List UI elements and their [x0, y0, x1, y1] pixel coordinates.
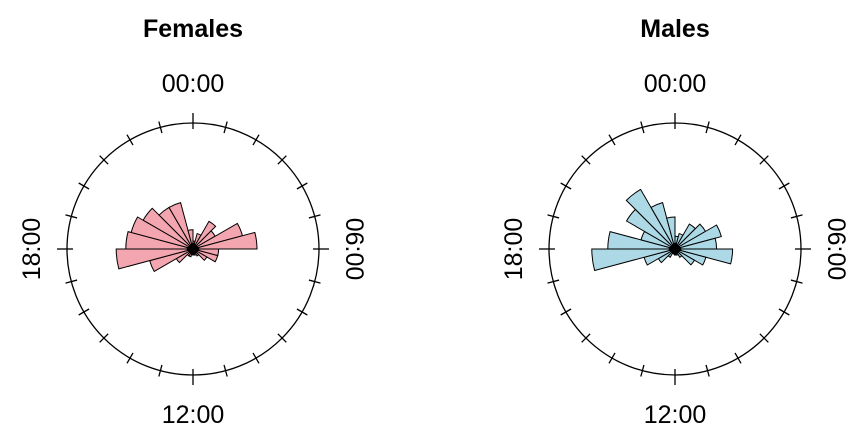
- label-18-00-females: 18:00: [18, 218, 46, 281]
- tick-mark: [560, 182, 572, 190]
- label-00-00-females: 00:00: [162, 70, 225, 98]
- rose-wedge: [666, 216, 676, 250]
- tick-mark: [158, 364, 163, 377]
- rose-wedge: [650, 202, 676, 250]
- tick-mark: [308, 214, 321, 219]
- rose-wedge: [625, 188, 676, 250]
- tick-mark: [608, 134, 616, 146]
- label-12-00-females: 12:00: [162, 401, 225, 427]
- tick-mark: [126, 134, 134, 146]
- tick-mark: [759, 155, 769, 165]
- tick-mark: [277, 155, 287, 165]
- tick-mark: [547, 279, 560, 284]
- tick-mark: [78, 308, 90, 316]
- tick-mark: [99, 333, 109, 343]
- tick-mark: [790, 214, 803, 219]
- rose-wedge: [674, 224, 722, 250]
- rose-wedge: [130, 216, 194, 250]
- label-06-00-males: 06:00: [822, 218, 850, 281]
- label-12-00-males: 12:00: [644, 401, 707, 427]
- tick-mark: [778, 182, 790, 190]
- tick-mark: [65, 214, 78, 219]
- tick-mark: [158, 121, 163, 134]
- rose-wedge: [115, 248, 194, 270]
- label-00-00-males: 00:00: [644, 70, 707, 98]
- tick-mark: [308, 279, 321, 284]
- panel-title-females: Females: [143, 15, 243, 43]
- tick-mark: [560, 308, 572, 316]
- panel-title-males: Males: [640, 15, 709, 43]
- tick-mark: [296, 308, 308, 316]
- tick-mark: [223, 364, 228, 377]
- tick-mark: [581, 155, 591, 165]
- tick-mark: [734, 134, 742, 146]
- tick-mark: [65, 279, 78, 284]
- tick-mark: [126, 352, 134, 364]
- tick-mark: [640, 121, 645, 134]
- clock-ticks-males: [539, 113, 811, 385]
- tick-mark: [547, 214, 560, 219]
- center-marker-males: [668, 242, 682, 256]
- rose-wedges-females: [115, 202, 258, 273]
- rose-wedge: [142, 207, 194, 250]
- tick-mark: [277, 333, 287, 343]
- tick-mark: [705, 364, 710, 377]
- tick-mark: [581, 333, 591, 343]
- rose-wedge: [591, 248, 676, 272]
- center-marker-females: [186, 242, 200, 256]
- tick-mark: [252, 352, 260, 364]
- label-18-00-males: 18:00: [500, 218, 528, 281]
- tick-mark: [99, 155, 109, 165]
- tick-mark: [734, 352, 742, 364]
- tick-mark: [705, 121, 710, 134]
- tick-mark: [296, 182, 308, 190]
- tick-mark: [252, 134, 260, 146]
- tick-mark: [640, 364, 645, 377]
- rose-wedge: [674, 248, 696, 266]
- tick-mark: [78, 182, 90, 190]
- label-06-00-females: 06:00: [340, 218, 368, 281]
- panel-males: Males 00:00 12:00 18:00 06:00: [500, 15, 850, 427]
- panel-females: Females 00:00 12:00 18:00 06:00: [18, 15, 368, 427]
- tick-mark: [790, 279, 803, 284]
- rose-wedge: [192, 220, 217, 250]
- rose-wedge: [168, 202, 194, 250]
- tick-mark: [608, 352, 616, 364]
- rose-wedges-males: [591, 188, 734, 272]
- rose-wedge: [192, 231, 258, 250]
- clock-ticks-females: [57, 113, 329, 385]
- tick-mark: [778, 308, 790, 316]
- tick-mark: [759, 333, 769, 343]
- tick-mark: [223, 121, 228, 134]
